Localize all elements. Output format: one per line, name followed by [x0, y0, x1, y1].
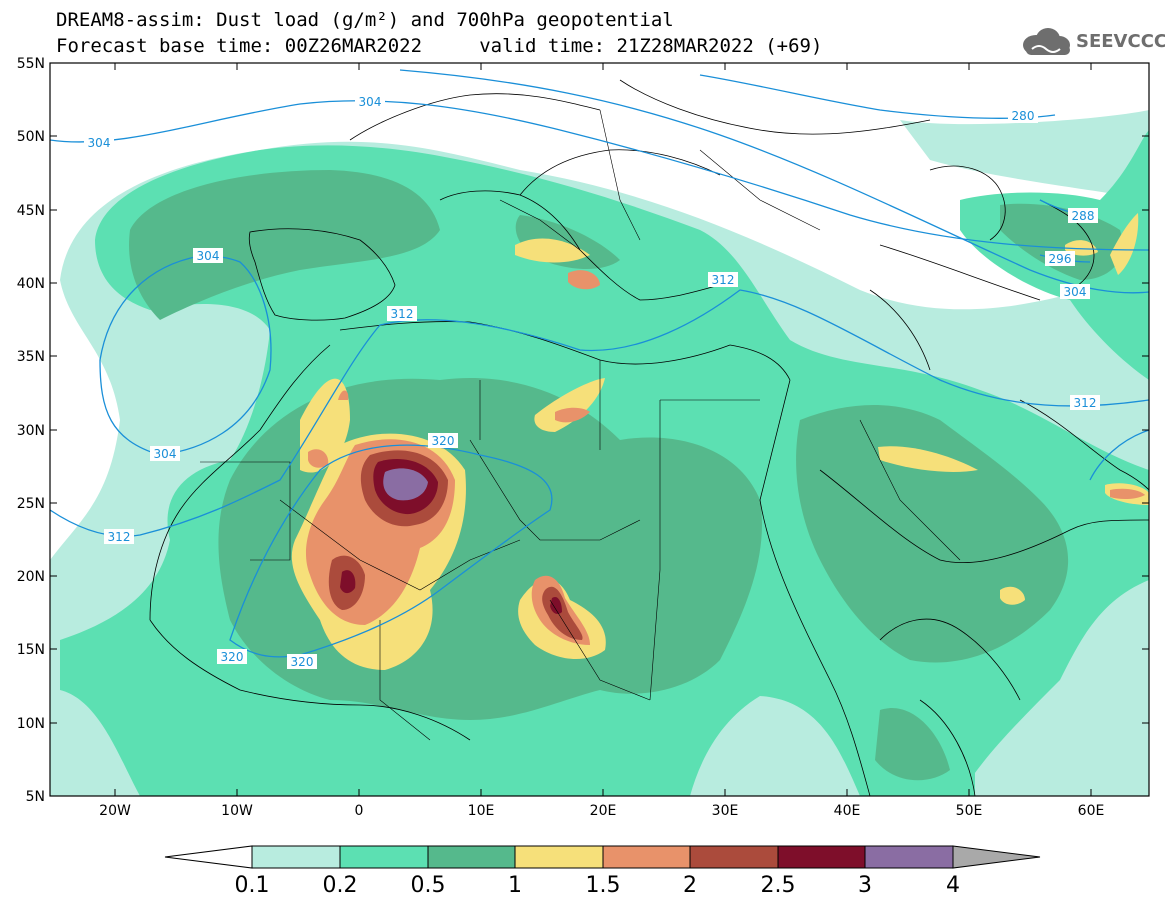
- lat-tick-label: 55N: [17, 56, 45, 72]
- contour-label: 320: [217, 649, 247, 664]
- lon-tick-label: 60E: [1078, 803, 1105, 819]
- lat-tick-label: 5N: [26, 789, 45, 805]
- colorbar-segment: [777, 845, 866, 869]
- lat-tick-label: 20N: [17, 569, 45, 585]
- svg-text:312: 312: [712, 273, 735, 287]
- svg-text:304: 304: [359, 95, 382, 109]
- svg-text:312: 312: [108, 530, 131, 544]
- lon-tick-label: 50E: [956, 803, 983, 819]
- colorbar-segment: [339, 845, 429, 869]
- colorbar-label: 1.5: [586, 873, 621, 898]
- svg-text:280: 280: [1012, 109, 1035, 123]
- lat-tick-label: 50N: [17, 129, 45, 145]
- lat-tick-label: 25N: [17, 496, 45, 512]
- svg-text:304: 304: [88, 136, 111, 150]
- seevccc-logo: SEEVCCC: [1018, 25, 1165, 59]
- svg-text:304: 304: [154, 447, 177, 461]
- svg-text:304: 304: [197, 249, 220, 263]
- colorbar-segment: [689, 845, 779, 869]
- lat-tick-label: 40N: [17, 276, 45, 292]
- svg-text:312: 312: [391, 307, 414, 321]
- lon-tick-label: 0: [355, 803, 364, 819]
- contour-label: 304: [193, 248, 223, 263]
- contour-label: 304: [84, 135, 114, 150]
- contour-label: 312: [104, 529, 134, 544]
- svg-text:304: 304: [1064, 285, 1087, 299]
- svg-text:320: 320: [221, 650, 244, 664]
- lat-tick-label: 10N: [17, 716, 45, 732]
- map-title-line1: DREAM8-assim: Dust load (g/m²) and 700hP…: [56, 9, 674, 31]
- lon-axis: 20W 10W 0 10E 20E 30E 40E 50E 60E: [99, 63, 1104, 819]
- svg-text:320: 320: [432, 434, 455, 448]
- colorbar-upper-triangle: [952, 845, 1041, 869]
- colorbar-lower-triangle: [164, 845, 253, 869]
- country-borders: [200, 109, 961, 741]
- colorbar-segment: [251, 845, 341, 869]
- geopotential-contours: [50, 69, 1149, 658]
- lon-tick-label: 20E: [590, 803, 617, 819]
- lat-axis: 5N 10N 15N 20N 25N 30N 35N 40N 45N 50N 5…: [17, 56, 1149, 805]
- logo-text: SEEVCCC: [1076, 31, 1165, 52]
- colorbar-label: 1: [508, 873, 522, 898]
- contour-label: 312: [387, 306, 417, 321]
- colorbar-segment: [514, 845, 604, 869]
- contour-label: 320: [428, 433, 458, 448]
- lat-tick-label: 45N: [17, 203, 45, 219]
- map-area: 304 304 280 288 296 304 304 312 312 312 …: [50, 63, 1149, 796]
- contour-label: 312: [1070, 395, 1100, 410]
- contour-label: 304: [355, 94, 385, 109]
- map-title-line2: Forecast base time: 00Z26MAR2022 valid t…: [56, 35, 823, 57]
- contour-label: 304: [150, 446, 180, 461]
- colorbar-label: 0.1: [235, 873, 270, 898]
- lon-tick-label: 20W: [99, 803, 131, 819]
- contour-label: 304: [1060, 284, 1090, 299]
- colorbar-segment: [602, 845, 691, 869]
- colorbar-label: 0.5: [411, 873, 446, 898]
- colorbar-label: 2: [683, 873, 697, 898]
- contour-label: 320: [287, 654, 317, 669]
- svg-text:320: 320: [291, 655, 314, 669]
- contour-label: 288: [1068, 208, 1098, 223]
- lat-tick-label: 35N: [17, 349, 45, 365]
- lon-tick-label: 40E: [834, 803, 861, 819]
- coastlines: [149, 79, 1149, 796]
- lon-tick-label: 30E: [712, 803, 739, 819]
- contour-label: 312: [708, 272, 738, 287]
- lat-tick-label: 30N: [17, 423, 45, 439]
- dust-layer-3: [383, 468, 428, 501]
- lon-tick-label: 10E: [468, 803, 495, 819]
- colorbar-segment: [864, 845, 954, 869]
- contour-label: 296: [1045, 251, 1075, 266]
- colorbar-label: 2.5: [761, 873, 796, 898]
- svg-text:296: 296: [1049, 252, 1072, 266]
- colorbar-label: 3: [858, 873, 872, 898]
- contour-label: 280: [1008, 108, 1038, 123]
- lat-tick-label: 15N: [17, 642, 45, 658]
- svg-text:312: 312: [1074, 396, 1097, 410]
- colorbar-label: 0.2: [323, 873, 358, 898]
- cloud-logo-icon: [1023, 28, 1070, 55]
- svg-text:288: 288: [1072, 209, 1095, 223]
- colorbar-label: 4: [946, 873, 960, 898]
- colorbar: 0.1 0.2 0.5 1 1.5 2 2.5 3 4: [164, 845, 1041, 898]
- colorbar-segment: [427, 845, 516, 869]
- lon-tick-label: 10W: [221, 803, 253, 819]
- contour-labels: 304 304 280 288 296 304 304 312 312 312 …: [84, 94, 1100, 669]
